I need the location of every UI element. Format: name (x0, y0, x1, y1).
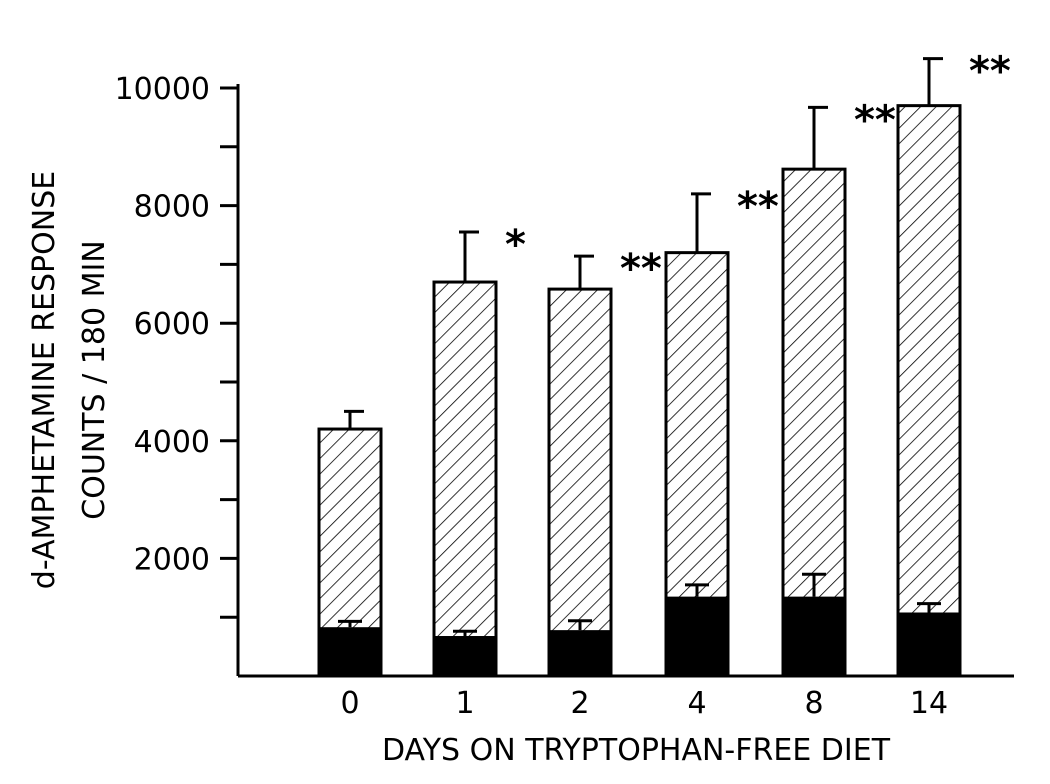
x-tick-label: 0 (340, 686, 359, 721)
significance-label: ** (737, 184, 779, 230)
significance-label: * (505, 222, 526, 268)
x-axis-title: DAYS ON TRYPTOPHAN-FREE DIET (382, 733, 891, 768)
y-tick-label: 4000 (134, 425, 210, 460)
x-tick-label: 1 (455, 686, 474, 721)
y-tick-label: 8000 (134, 190, 210, 225)
bar-solid (319, 627, 381, 676)
bar-solid (549, 630, 611, 676)
bar-solid (666, 596, 728, 676)
x-tick-label: 4 (687, 686, 706, 721)
y-axis-title-line-2: COUNTS / 180 MIN (77, 240, 112, 519)
y-tick-label: 2000 (134, 542, 210, 577)
significance-label: ** (854, 97, 896, 143)
bar-hatched (896, 104, 962, 678)
bars: ********* (317, 49, 1011, 678)
bar-hatched (432, 280, 498, 678)
y-axis: 2000 4000 6000 8000 10000 (115, 72, 240, 676)
y-tick-label: 6000 (134, 307, 210, 342)
significance-label: ** (969, 49, 1011, 95)
significance-label: ** (620, 246, 662, 292)
x-tick-label: 14 (910, 686, 948, 721)
bar-hatched (547, 287, 613, 678)
x-axis: 0 1 2 4 8 14 (238, 674, 1014, 721)
bar-solid (898, 612, 960, 676)
y-tick-label: 10000 (115, 72, 210, 107)
bar-solid (434, 636, 496, 676)
y-axis-title-line-1: d-AMPHETAMINE RESPONSE (27, 171, 62, 589)
x-tick-label: 8 (804, 686, 823, 721)
x-tick-label: 2 (570, 686, 589, 721)
bar-solid (783, 596, 845, 676)
